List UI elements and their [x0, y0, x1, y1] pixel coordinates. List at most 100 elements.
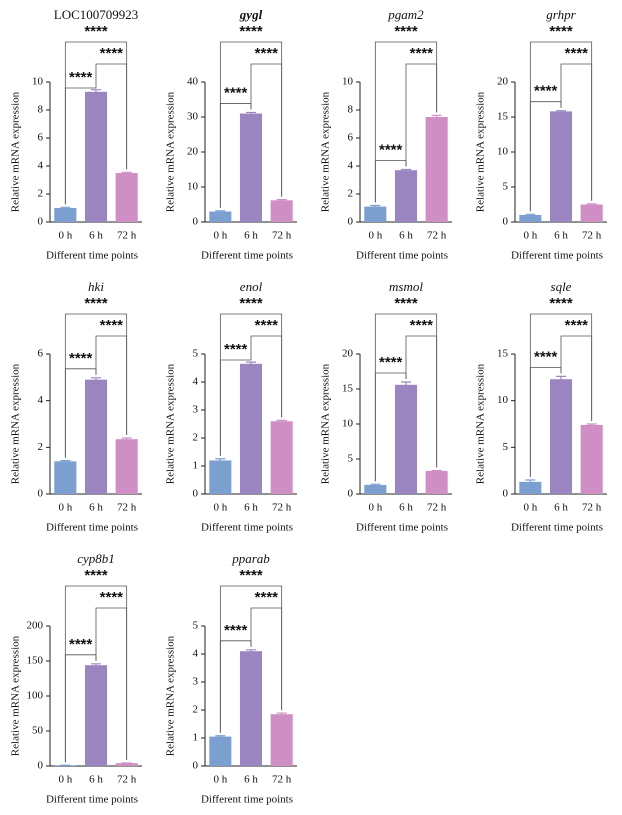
y-axis-label: Relative mRNA expression: [10, 363, 22, 484]
bar: [115, 439, 138, 494]
bar: [425, 470, 448, 494]
error-bar: [215, 458, 226, 463]
y-tick-label: 15: [497, 348, 509, 360]
panel-title: hki: [88, 279, 104, 294]
significance-label: ****: [565, 317, 589, 334]
x-tick-label: 6 h: [554, 502, 568, 514]
panel-title: pparab: [231, 551, 270, 566]
y-tick-label: 8: [38, 104, 44, 116]
significance-label: ****: [255, 45, 279, 62]
x-tick-label: 6 h: [399, 502, 413, 514]
error-bar: [215, 735, 226, 738]
panel-title: enol: [240, 279, 263, 294]
y-tick-label: 6: [348, 132, 354, 144]
significance-bracket: [219, 41, 283, 208]
significance-label: ****: [100, 45, 124, 62]
significance-label: ****: [534, 348, 558, 365]
bar: [519, 481, 542, 494]
bar: [115, 173, 138, 222]
y-tick-label: 20: [187, 146, 199, 158]
error-bar: [91, 377, 101, 382]
significance-label: ****: [239, 567, 263, 584]
x-axis-label: Different time points: [356, 250, 448, 262]
significance-bracket: [64, 585, 128, 763]
bar: [394, 170, 418, 222]
y-tick-label: 10: [342, 76, 354, 88]
error-bar: [215, 210, 226, 213]
significance-label: ****: [84, 567, 108, 584]
significance-label: ****: [84, 23, 108, 40]
y-tick-label: 0: [193, 488, 199, 500]
significance-label: ****: [410, 317, 434, 334]
significance-bracket: [374, 313, 438, 482]
y-tick-label: 8: [348, 104, 354, 116]
error-bar: [401, 381, 411, 388]
error-bar: [60, 460, 71, 463]
bar: [580, 204, 603, 222]
y-tick-label: 30: [187, 111, 199, 123]
x-tick-label: 72 h: [427, 230, 447, 242]
bar: [239, 363, 263, 494]
y-axis-label: Relative mRNA expression: [320, 91, 332, 212]
significance-bracket: [219, 313, 283, 456]
bar: [209, 460, 232, 494]
y-tick-label: 10: [497, 394, 509, 406]
panel-title: msmol: [389, 279, 423, 294]
error-bar: [431, 114, 442, 119]
x-tick-label: 6 h: [399, 230, 413, 242]
y-tick-label: 5: [193, 620, 199, 632]
x-tick-label: 0 h: [213, 230, 227, 242]
error-bar: [586, 203, 597, 206]
y-tick-label: 0: [348, 216, 354, 228]
significance-label: ****: [394, 23, 418, 40]
significance-label: ****: [224, 341, 248, 358]
y-tick-label: 0: [193, 216, 199, 228]
panel-title: grhpr: [546, 7, 576, 22]
error-bar: [556, 110, 566, 113]
bar: [549, 379, 573, 494]
bar: [519, 215, 542, 222]
error-bar: [276, 419, 287, 423]
significance-label: ****: [255, 589, 279, 606]
significance-label: ****: [239, 295, 263, 312]
x-tick-label: 6 h: [244, 230, 258, 242]
significance-label: ****: [239, 23, 263, 40]
error-bar: [431, 469, 442, 472]
significance-label: ****: [379, 354, 403, 371]
bar: [580, 424, 603, 494]
y-tick-label: 6: [38, 132, 44, 144]
x-tick-label: 0 h: [58, 502, 72, 514]
x-tick-label: 72 h: [272, 774, 292, 786]
y-axis-label: Relative mRNA expression: [475, 91, 487, 212]
y-tick-label: 4: [193, 376, 199, 388]
significance-label: ****: [394, 295, 418, 312]
bar: [239, 113, 263, 222]
significance-label: ****: [255, 317, 279, 334]
significance-label: ****: [69, 636, 93, 653]
y-tick-label: 0: [193, 760, 199, 772]
x-axis-label: Different time points: [201, 250, 293, 262]
y-tick-label: 0: [503, 488, 509, 500]
x-axis-label: Different time points: [356, 522, 448, 534]
panel-title: sqle: [551, 279, 572, 294]
y-tick-label: 20: [497, 76, 509, 88]
y-tick-label: 10: [342, 418, 354, 430]
x-tick-label: 6 h: [89, 230, 103, 242]
error-bar: [525, 213, 536, 216]
error-bar: [121, 437, 132, 441]
x-tick-label: 6 h: [554, 230, 568, 242]
y-axis-label: Relative mRNA expression: [475, 363, 487, 484]
panel-title: cyp8b1: [77, 551, 115, 566]
significance-label: ****: [69, 350, 93, 367]
x-axis-label: Different time points: [46, 794, 138, 806]
x-tick-label: 72 h: [117, 502, 137, 514]
y-tick-label: 5: [503, 181, 509, 193]
y-tick-label: 0: [38, 760, 44, 772]
y-tick-label: 1: [193, 460, 199, 472]
x-axis-label: Different time points: [201, 794, 293, 806]
error-bar: [370, 483, 381, 486]
x-tick-label: 72 h: [582, 502, 602, 514]
x-tick-label: 72 h: [117, 774, 137, 786]
y-axis-label: Relative mRNA expression: [165, 363, 177, 484]
